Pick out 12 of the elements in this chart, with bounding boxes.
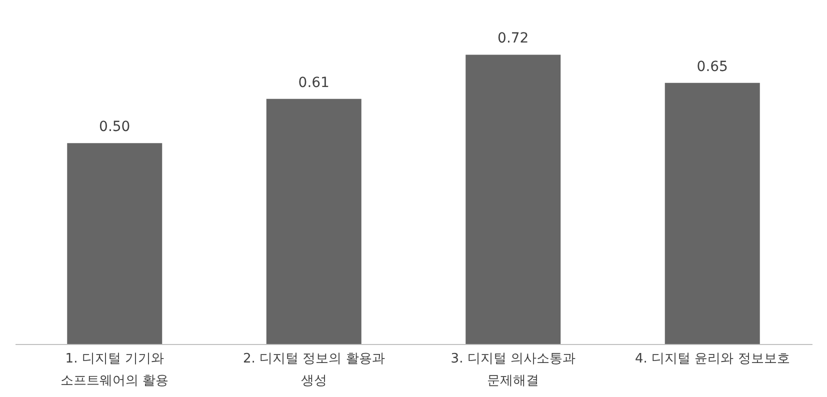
bar	[266, 98, 362, 344]
data-label: 0.61	[298, 74, 330, 91]
data-label: 0.50	[99, 119, 130, 136]
bar	[67, 143, 162, 344]
bar	[466, 54, 561, 344]
data-label: 0.65	[696, 58, 728, 75]
x-tick-label: 2. 디지털 정보의 활용과 생성	[242, 352, 385, 388]
x-tick-label: 1. 디지털 기기와 소프트웨어의 활용	[60, 352, 169, 388]
data-label: 0.72	[498, 30, 529, 47]
x-tick-label: 3. 디지털 의사소통과 문제해결	[450, 352, 576, 388]
bar	[664, 82, 760, 344]
x-tick-label: 4. 디지털 윤리와 정보보호	[634, 352, 790, 366]
